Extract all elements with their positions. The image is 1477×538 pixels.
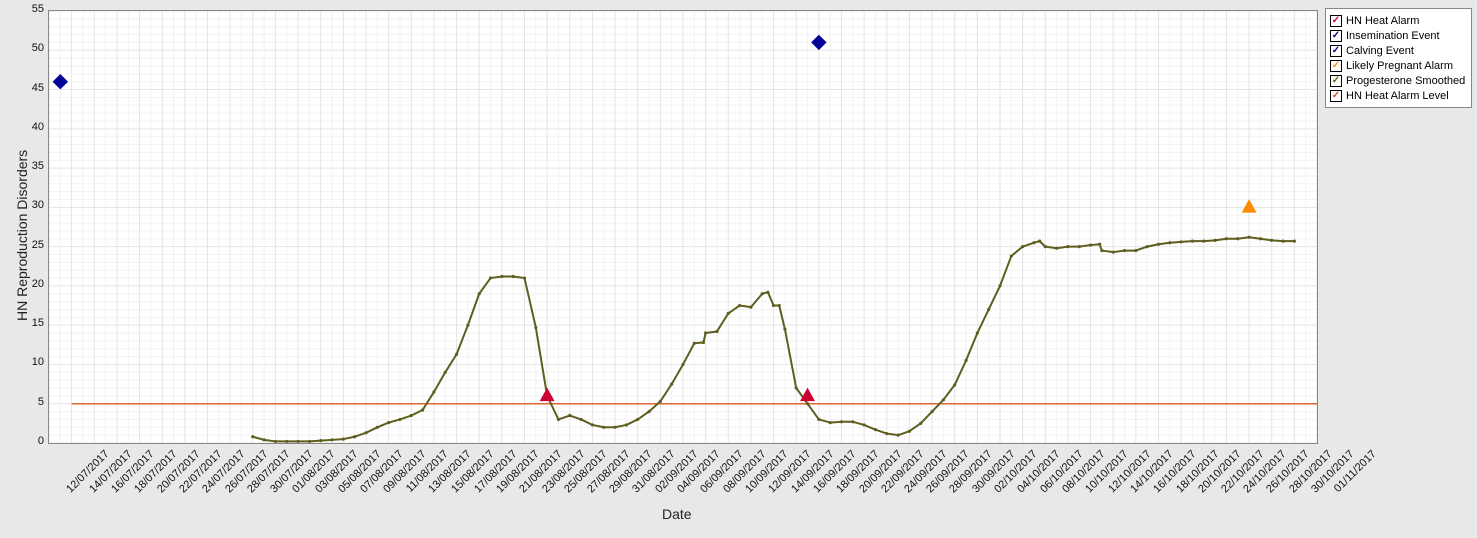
legend-label: Insemination Event [1346, 30, 1440, 42]
y-tick-label: 5 [20, 396, 44, 408]
x-axis-title: Date [662, 506, 692, 522]
chart-container: HN Reproduction Disorders Date ✓ HN Heat … [0, 0, 1477, 538]
plot-area [48, 10, 1318, 444]
legend-item[interactable]: ✓ HN Heat Alarm Level [1330, 88, 1465, 103]
legend: ✓ HN Heat Alarm ✓ Insemination Event ✓ Calvin… [1325, 8, 1472, 108]
legend-checkbox-icon[interactable]: ✓ [1330, 75, 1342, 87]
y-tick-label: 55 [20, 3, 44, 15]
y-tick-label: 10 [20, 356, 44, 368]
legend-item[interactable]: ✓ Progesterone Smoothed [1330, 73, 1465, 88]
y-tick-label: 35 [20, 160, 44, 172]
y-tick-label: 0 [20, 435, 44, 447]
legend-checkbox-icon[interactable]: ✓ [1330, 30, 1342, 42]
y-tick-label: 45 [20, 82, 44, 94]
legend-label: Likely Pregnant Alarm [1346, 60, 1453, 72]
y-tick-label: 30 [20, 199, 44, 211]
y-tick-label: 20 [20, 278, 44, 290]
legend-label: HN Heat Alarm [1346, 15, 1419, 27]
legend-item[interactable]: ✓ Likely Pregnant Alarm [1330, 58, 1465, 73]
y-axis-title: HN Reproduction Disorders [14, 150, 30, 321]
legend-checkbox-icon[interactable]: ✓ [1330, 90, 1342, 102]
legend-label: Calving Event [1346, 45, 1414, 57]
y-tick-label: 50 [20, 42, 44, 54]
legend-checkbox-icon[interactable]: ✓ [1330, 45, 1342, 57]
y-tick-label: 15 [20, 317, 44, 329]
legend-item[interactable]: ✓ HN Heat Alarm [1330, 13, 1465, 28]
legend-item[interactable]: ✓ Insemination Event [1330, 28, 1465, 43]
legend-item[interactable]: ✓ Calving Event [1330, 43, 1465, 58]
legend-label: Progesterone Smoothed [1346, 75, 1465, 87]
legend-label: HN Heat Alarm Level [1346, 90, 1449, 102]
plot-svg [49, 11, 1317, 443]
legend-checkbox-icon[interactable]: ✓ [1330, 15, 1342, 27]
y-tick-label: 40 [20, 121, 44, 133]
y-tick-label: 25 [20, 239, 44, 251]
legend-checkbox-icon[interactable]: ✓ [1330, 60, 1342, 72]
